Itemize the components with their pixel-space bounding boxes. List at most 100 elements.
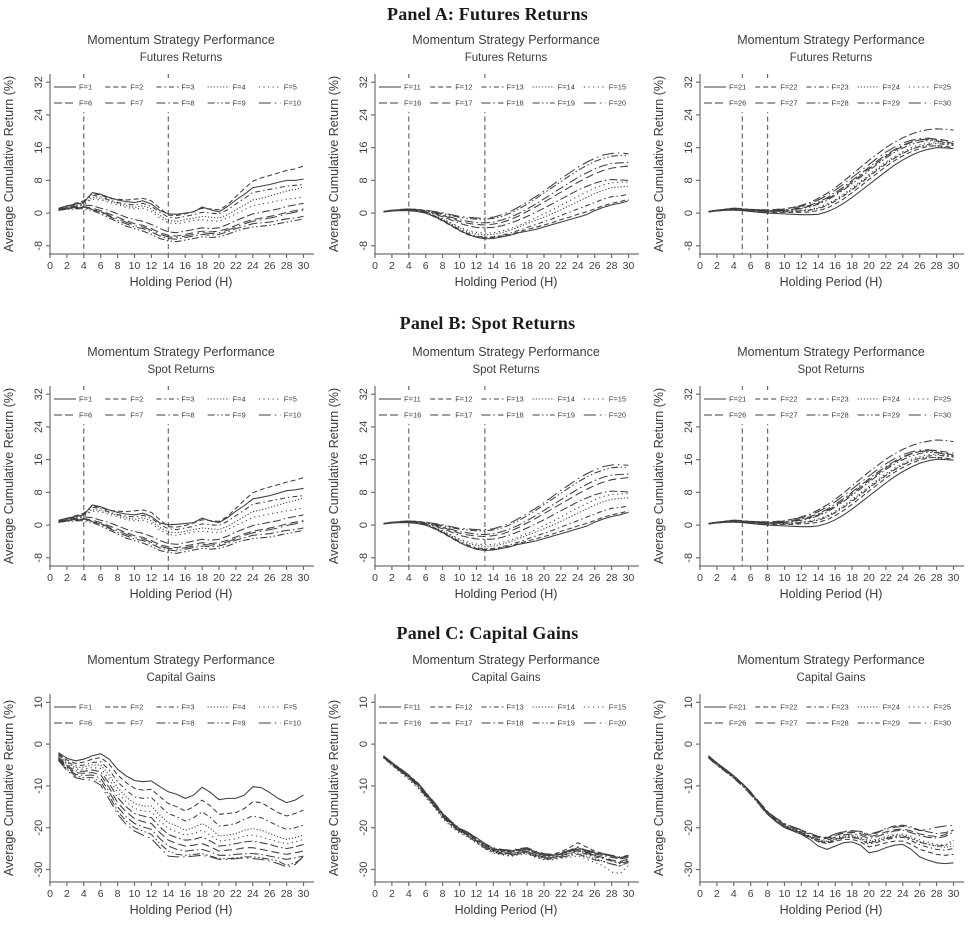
x-tick-label: 8	[765, 260, 771, 272]
legend-label: F=27	[780, 99, 797, 108]
x-tick-label: 26	[264, 572, 276, 584]
legend-label: F=18	[506, 411, 523, 420]
chart-title: Momentum Strategy Performance	[412, 33, 600, 47]
legend-label: F=22	[780, 703, 797, 712]
x-tick-label: 8	[765, 572, 771, 584]
legend-label: F=17	[455, 411, 472, 420]
panel-b-title: Panel B: Spot Returns	[399, 312, 576, 333]
legend: F=11 F=12 F=13 F=14 F=15 F=16 F=17 F=18 F=19 F=20	[377, 390, 635, 424]
x-axis-label: Holding Period (H)	[455, 903, 558, 917]
x-tick-label: 18	[846, 888, 858, 900]
legend-label: F=15	[609, 83, 626, 92]
legend-label: F=25	[934, 83, 951, 92]
legend-label: F=29	[883, 99, 900, 108]
chart-title: Momentum Strategy Performance	[737, 653, 925, 667]
x-tick-label: 18	[846, 572, 858, 584]
panel-a-title: Panel A: Futures Returns	[387, 3, 588, 24]
legend-label: F=27	[780, 719, 797, 728]
x-tick-label: 22	[230, 888, 242, 900]
x-tick-label: 20	[538, 260, 550, 272]
legend-label: F=6	[79, 719, 92, 728]
series-line-F=24	[708, 757, 954, 848]
series-line-F=2	[58, 753, 304, 817]
panel-b-row: -8 0 8 16 24 32 0 2 4 6 8 10 12 14 16 18 20 22 24 26 28 30 F=1…	[0, 340, 975, 618]
chart-title: Momentum Strategy Performance	[87, 653, 275, 667]
x-tick-label: 14	[487, 572, 499, 584]
series-line-F=1	[58, 487, 304, 526]
legend-label: F=16	[404, 411, 421, 420]
x-tick-label: 26	[264, 888, 276, 900]
x-tick-label: 10	[454, 888, 466, 900]
x-tick-label: 22	[880, 260, 892, 272]
legend-label: F=21	[729, 395, 746, 404]
x-tick-label: 20	[863, 888, 875, 900]
series-line-F=26	[708, 755, 954, 839]
series-line-F=13	[383, 505, 629, 550]
chart-svg: 100-10-20-300 2 4 6 8 10 12 14 16 18 20 22 24 26 28 30F…	[327, 653, 639, 917]
x-tick-label: 18	[521, 572, 533, 584]
y-tick-label: -30	[683, 862, 695, 878]
x-tick-label: 28	[931, 572, 943, 584]
chart-svg: 100-10-20-300 2 4 6 8 10 12 14 16 18 20 22 24 26 28 30F…	[2, 653, 314, 917]
legend: F=1 F=2 F=3 F=4 F=5 F=6 F=7 F=8 F=9 F=10	[52, 698, 310, 732]
x-tick-label: 30	[298, 888, 310, 900]
x-tick-label: 2	[64, 572, 70, 584]
x-tick-label: 12	[146, 260, 158, 272]
x-tick-label: 2	[389, 888, 395, 900]
series-line-F=25	[708, 756, 954, 846]
y-tick-label: 24	[683, 421, 695, 433]
series-line-F=5	[58, 507, 304, 536]
legend-label: F=28	[831, 99, 848, 108]
series-line-F=3	[58, 495, 304, 531]
legend-label: F=9	[233, 411, 246, 420]
series-line-F=18	[383, 473, 629, 536]
legend-label: F=25	[934, 703, 951, 712]
legend-label: F=26	[729, 99, 746, 108]
x-tick-label: 0	[47, 260, 53, 272]
legend-label: F=15	[609, 703, 626, 712]
y-tick-label: -8	[683, 241, 695, 251]
x-tick-label: 24	[247, 260, 259, 272]
series-line-F=3	[58, 754, 304, 830]
x-tick-label: 28	[281, 888, 293, 900]
legend-label: F=2	[130, 83, 143, 92]
series-line-F=11	[383, 511, 629, 552]
chart-futures-f21-30: -8 0 8 16 24 32 0 2 4 6 8 10 12 14 16 18 20 22 24 26 28 30 F=2…	[650, 28, 975, 306]
series-line-F=12	[383, 510, 629, 551]
x-axis-label: Holding Period (H)	[780, 903, 883, 917]
x-tick-label: 0	[372, 888, 378, 900]
series-line-F=14	[383, 185, 629, 236]
x-tick-label: 24	[247, 572, 259, 584]
x-tick-label: 16	[504, 260, 516, 272]
y-axis-label: Average Cumulative Return (%)	[652, 76, 666, 252]
x-tick-label: 30	[948, 888, 960, 900]
x-tick-label: 10	[779, 888, 791, 900]
chart-subtitle: Spot Returns	[472, 364, 539, 376]
legend-label: F=23	[831, 395, 848, 404]
x-tick-label: 22	[880, 572, 892, 584]
x-tick-label: 24	[247, 888, 259, 900]
y-tick-label: 10	[358, 696, 370, 708]
legend-label: F=14	[558, 395, 575, 404]
legend-label: F=5	[284, 703, 297, 712]
y-tick-label: 16	[683, 453, 695, 465]
series-line-F=15	[383, 493, 629, 546]
series-line-F=12	[383, 198, 629, 239]
y-tick-label: 32	[358, 388, 370, 400]
x-tick-label: 0	[372, 572, 378, 584]
chart-capital-f21-30: 10 0 -10 -20 -30 0 2 4 6 8 10 12 14 16 18 20 22 24 26 28 30 F…	[650, 648, 975, 934]
legend-label: F=7	[130, 411, 143, 420]
x-tick-label: 12	[146, 572, 158, 584]
series-line-F=29	[708, 451, 954, 525]
y-tick-label: -20	[683, 820, 695, 836]
chart-title: Momentum Strategy Performance	[87, 345, 275, 359]
legend-label: F=1	[79, 703, 92, 712]
x-axis-label: Holding Period (H)	[455, 587, 558, 601]
series-line-F=27	[708, 756, 954, 840]
x-tick-label: 26	[914, 572, 926, 584]
series-line-F=17	[383, 756, 629, 863]
legend-label: F=8	[181, 719, 194, 728]
series-line-F=2	[58, 477, 304, 528]
